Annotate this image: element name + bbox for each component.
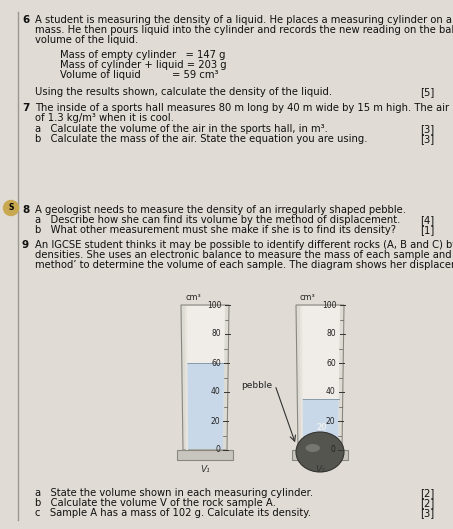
Bar [292, 450, 348, 460]
Bar [177, 450, 233, 460]
Text: cm³: cm³ [300, 293, 316, 302]
Text: 80: 80 [327, 330, 337, 339]
Text: 20: 20 [326, 416, 335, 425]
Text: Volume of liquid          = 59 cm³: Volume of liquid = 59 cm³ [60, 70, 218, 80]
Text: a   Describe how she can find its volume by the method of displacement.: a Describe how she can find its volume b… [35, 215, 400, 225]
Text: Using the results shown, calculate the density of the liquid.: Using the results shown, calculate the d… [35, 87, 332, 97]
Text: 40: 40 [211, 388, 221, 397]
Text: b   Calculate the mass of the air. State the equation you are using.: b Calculate the mass of the air. State t… [35, 134, 367, 144]
Ellipse shape [296, 432, 344, 472]
Polygon shape [181, 305, 229, 450]
Text: 20: 20 [211, 416, 221, 425]
Text: b   Calculate the volume V of the rock sample A.: b Calculate the volume V of the rock sam… [35, 498, 276, 508]
Text: [3]: [3] [420, 134, 434, 144]
Text: 100: 100 [207, 300, 222, 309]
Text: [5]: [5] [420, 87, 434, 97]
Polygon shape [185, 306, 225, 449]
Circle shape [4, 200, 19, 215]
Polygon shape [300, 306, 340, 449]
Text: [3]: [3] [420, 508, 434, 518]
Text: Mass of cylinder + liquid = 203 g: Mass of cylinder + liquid = 203 g [60, 60, 226, 70]
Text: of 1.3 kg/m³ when it is cool.: of 1.3 kg/m³ when it is cool. [35, 113, 174, 123]
Text: a   State the volume shown in each measuring cylinder.: a State the volume shown in each measuri… [35, 488, 313, 498]
Text: 8: 8 [22, 205, 29, 215]
Text: 60: 60 [327, 359, 336, 368]
Text: 80: 80 [212, 330, 222, 339]
Text: 9: 9 [22, 240, 29, 250]
Text: A geologist needs to measure the density of an irregularly shaped pebble.: A geologist needs to measure the density… [35, 205, 406, 215]
Text: c   Sample A has a mass of 102 g. Calculate its density.: c Sample A has a mass of 102 g. Calculat… [35, 508, 311, 518]
Text: A student is measuring the density of a liquid. He places a measuring cylinder o: A student is measuring the density of a … [35, 15, 453, 25]
Text: Mass of empty cylinder   = 147 g: Mass of empty cylinder = 147 g [60, 50, 226, 60]
Text: [2]: [2] [420, 498, 434, 508]
Text: a   Calculate the volume of the air in the sports hall, in m³.: a Calculate the volume of the air in the… [35, 124, 328, 134]
Text: volume of the liquid.: volume of the liquid. [35, 35, 138, 45]
Text: V₁: V₁ [200, 465, 210, 474]
Polygon shape [186, 363, 224, 449]
Text: The inside of a sports hall measures 80 m long by 40 m wide by 15 m high. The ai: The inside of a sports hall measures 80 … [35, 103, 453, 113]
Text: mass. He then pours liquid into the cylinder and records the new reading on the : mass. He then pours liquid into the cyli… [35, 25, 453, 35]
Text: 0: 0 [215, 445, 220, 454]
Text: 20: 20 [317, 423, 327, 432]
Text: [2]: [2] [420, 488, 434, 498]
Text: 40: 40 [326, 388, 336, 397]
Text: 6: 6 [22, 15, 29, 25]
Text: V₂: V₂ [315, 465, 325, 474]
Text: [1]: [1] [420, 225, 434, 235]
Ellipse shape [306, 444, 320, 452]
Text: 60: 60 [212, 359, 221, 368]
Text: b   What other measurement must she make if she is to find its density?: b What other measurement must she make i… [35, 225, 396, 235]
Text: An IGCSE student thinks it may be possible to identify different rocks (A, B and: An IGCSE student thinks it may be possib… [35, 240, 453, 250]
Polygon shape [296, 305, 344, 450]
Text: 100: 100 [323, 300, 337, 309]
Polygon shape [301, 399, 339, 449]
Text: pebble: pebble [241, 380, 272, 389]
Text: densities. She uses an electronic balance to measure the mass of each sample and: densities. She uses an electronic balanc… [35, 250, 453, 260]
Text: cm³: cm³ [185, 293, 201, 302]
Text: [3]: [3] [420, 124, 434, 134]
Text: 7: 7 [22, 103, 29, 113]
Text: [4]: [4] [420, 215, 434, 225]
Text: S: S [8, 204, 14, 213]
Text: 0: 0 [330, 445, 335, 454]
Text: method’ to determine the volume of each sample. The diagram shows her displaceme: method’ to determine the volume of each … [35, 260, 453, 270]
